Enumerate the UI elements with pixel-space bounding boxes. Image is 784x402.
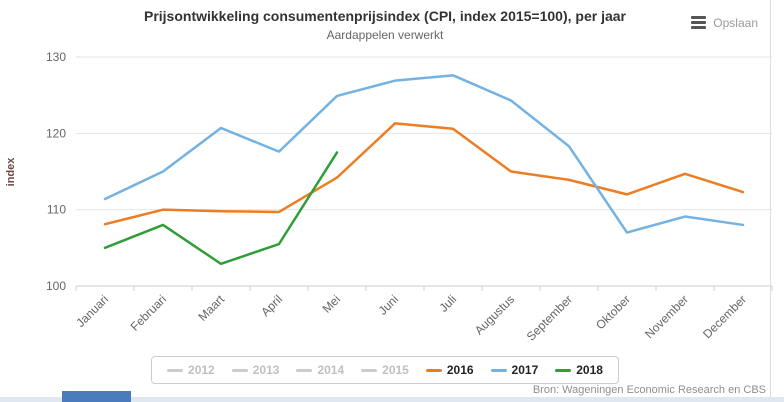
legend-label-2017: 2017 xyxy=(511,363,539,377)
x-tick-label-november: November xyxy=(642,292,691,341)
legend-item-2018[interactable]: 2018 xyxy=(555,363,603,377)
x-tick-label-april: April xyxy=(258,292,285,319)
x-tick-label-december: December xyxy=(700,292,749,341)
legend-item-2017[interactable]: 2017 xyxy=(490,363,539,377)
legend-swatch-2012 xyxy=(167,368,184,372)
source-credit: Bron: Wageningen Economic Research en CB… xyxy=(532,384,766,396)
legend-item-2014[interactable]: 2014 xyxy=(296,363,344,377)
legend-swatch-2016 xyxy=(425,368,442,372)
hamburger-icon xyxy=(691,14,707,31)
legend-swatch-2017 xyxy=(490,368,507,372)
x-tick-label-februari: Februari xyxy=(128,292,169,333)
save-button-label: Opslaan xyxy=(713,15,758,30)
series-line-2017[interactable] xyxy=(103,74,745,234)
y-tick-label-130: 130 xyxy=(46,50,66,64)
legend-swatch-2018 xyxy=(555,368,572,372)
legend-swatch-2015 xyxy=(361,368,378,372)
legend-label-2016: 2016 xyxy=(446,363,474,377)
legend: 2012 2013 2014 2015 2016 2017 2018 xyxy=(0,356,770,384)
x-tick-label-maart: Maart xyxy=(196,292,228,324)
legend-swatch-2014 xyxy=(296,368,313,372)
y-axis-title: index xyxy=(5,157,17,187)
x-tick-label-augustus: Augustus xyxy=(472,292,517,337)
legend-label-2013: 2013 xyxy=(252,363,280,377)
card-right-border xyxy=(770,0,771,397)
legend-item-2012[interactable]: 2012 xyxy=(167,363,215,377)
bottom-strip xyxy=(0,397,784,402)
legend-label-2012: 2012 xyxy=(188,363,215,377)
legend-item-2013[interactable]: 2013 xyxy=(231,363,280,377)
y-tick-label-120: 120 xyxy=(46,126,66,140)
x-tick-label-mei: Mei xyxy=(320,292,344,316)
x-tick-label-juni: Juni xyxy=(376,292,401,317)
line-chart: 100 110 120 130 Januari Februari Maart April Mei… xyxy=(5,50,773,344)
legend-item-2015[interactable]: 2015 xyxy=(361,363,409,377)
legend-label-2015: 2015 xyxy=(382,363,409,377)
legend-box: 2012 2013 2014 2015 2016 2017 2018 xyxy=(151,356,619,384)
x-tick-label-september: September xyxy=(524,292,575,343)
x-tick-label-juli: Juli xyxy=(436,292,459,315)
series-line-2018[interactable] xyxy=(103,151,339,266)
x-tick-label-oktober: Oktober xyxy=(593,292,633,332)
legend-label-2014: 2014 xyxy=(317,363,345,377)
legend-label-2018: 2018 xyxy=(576,363,603,377)
y-tick-label-110: 110 xyxy=(47,203,66,217)
legend-swatch-2013 xyxy=(231,368,248,372)
bottom-blue-bar xyxy=(62,391,131,402)
x-tick-label-januari: Januari xyxy=(73,292,111,330)
series-line-2016[interactable] xyxy=(103,122,745,226)
save-button[interactable]: Opslaan xyxy=(689,12,760,33)
legend-item-2016[interactable]: 2016 xyxy=(425,363,474,377)
y-tick-label-100: 100 xyxy=(46,279,66,293)
